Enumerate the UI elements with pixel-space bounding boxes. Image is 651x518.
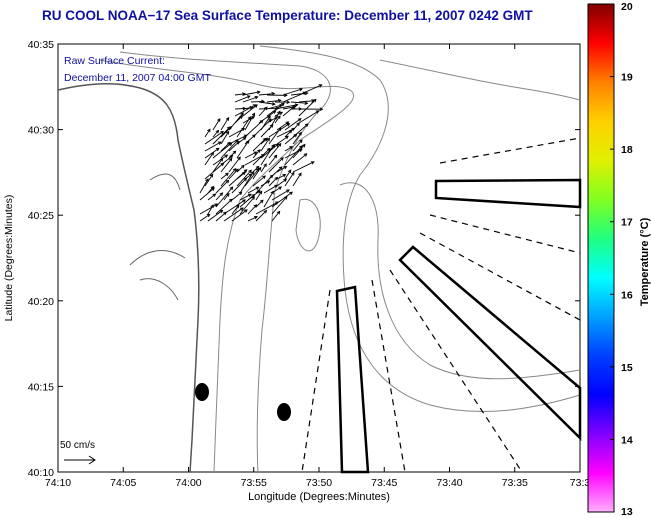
annotation-line2: December 11, 2007 04:00 GMT — [64, 72, 211, 84]
colorbar-label: Temperature (°C) — [639, 217, 651, 306]
buoy-marker-icon — [195, 383, 209, 401]
colorbar-ticks: 20 19 18 17 16 15 14 13 — [610, 1, 633, 518]
annotation-line1: Raw Surface Current: — [64, 55, 165, 67]
x-tick-label: 73:55 — [241, 477, 267, 489]
x-tick-label: 74:10 — [45, 477, 71, 489]
y-tick-label: 40:20 — [28, 296, 54, 308]
scale-arrow-icon — [64, 455, 96, 465]
plot-frame — [57, 43, 581, 473]
survey-boxes — [335, 178, 582, 474]
bathymetry-contours — [57, 45, 581, 473]
colorbar-tick-label: 20 — [621, 1, 633, 13]
y-tick-label: 40:10 — [28, 467, 54, 479]
colorbar-tick-label: 13 — [621, 506, 633, 518]
colorbar-tick-label: 17 — [621, 217, 633, 229]
buoy-marker-icon — [277, 403, 291, 421]
x-axis-label: Longitude (Degrees:Minutes) — [248, 491, 390, 503]
map-title: RU COOL NOAA−17 Sea Surface Temperature:… — [42, 8, 533, 23]
colorbar-tick-label: 15 — [621, 362, 633, 374]
colorbar-tick-label: 18 — [621, 144, 633, 156]
survey-box-east — [434, 178, 582, 209]
y-axis-label: Latitude (Degrees:Minutes) — [3, 195, 15, 322]
x-tick-label: 73:35 — [502, 477, 528, 489]
x-tick-label: 74:00 — [175, 477, 201, 489]
x-tick-label: 73:50 — [306, 477, 332, 489]
x-tick-label: 73:40 — [436, 477, 462, 489]
colorbar-tick-label: 14 — [621, 434, 633, 446]
colorbar — [587, 3, 615, 513]
colorbar-tick-label: 16 — [621, 289, 633, 301]
survey-box-south — [335, 285, 370, 474]
survey-dashed-lines — [301, 137, 581, 473]
x-tick-label: 73:3 — [570, 477, 591, 489]
y-axis-ticks: 40:35 40:30 40:25 40:20 40:15 40:10 — [28, 39, 580, 479]
x-tick-label: 73:45 — [371, 477, 397, 489]
x-tick-label: 74:05 — [110, 477, 136, 489]
y-tick-label: 40:15 — [28, 381, 54, 393]
y-tick-label: 40:35 — [28, 39, 54, 51]
survey-box-diagonal — [398, 245, 582, 441]
y-tick-label: 40:25 — [28, 210, 54, 222]
x-axis-ticks: 74:10 74:05 74:00 73:55 73:50 73:45 73:40 73:35… — [45, 44, 591, 489]
colorbar-tick-label: 19 — [621, 72, 633, 84]
y-tick-label: 40:30 — [28, 125, 54, 137]
arrow-field-icon — [199, 84, 324, 222]
scale-label: 50 cm/s — [60, 440, 95, 451]
